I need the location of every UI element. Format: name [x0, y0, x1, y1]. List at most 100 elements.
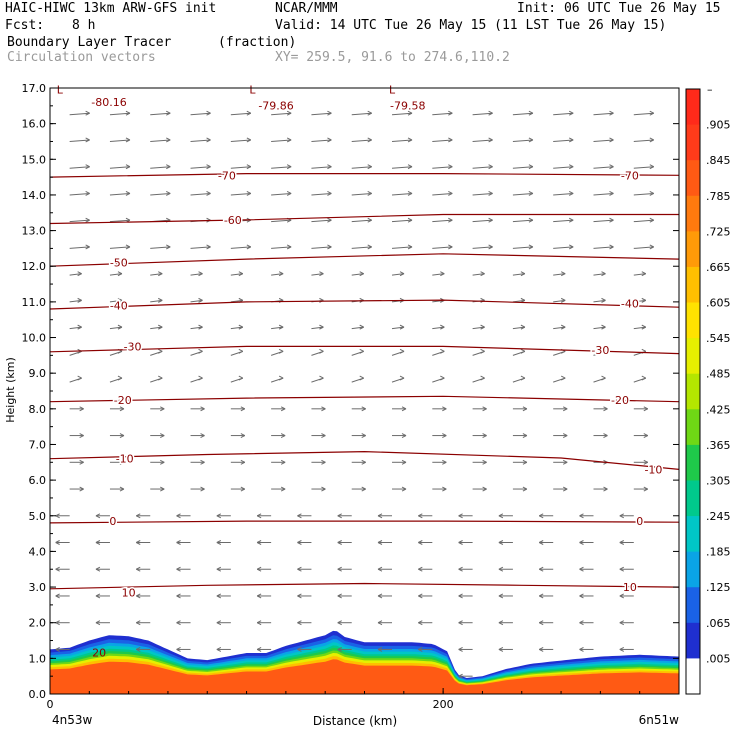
wind-vector-head: [79, 433, 84, 439]
wind-vector-head: [286, 190, 292, 196]
wind-vector-head: [377, 540, 383, 545]
wind-vector-head: [166, 137, 171, 143]
wind-vector: [69, 166, 90, 169]
wind-vector-head: [568, 110, 574, 116]
colorbar-swatch: [686, 658, 700, 695]
temperature-contour-label: -10: [644, 463, 662, 476]
wind-vector: [391, 273, 405, 276]
wind-vector-head: [321, 459, 326, 465]
forecast-hour: 8 h: [72, 18, 96, 33]
wind-vector: [109, 166, 130, 169]
wind-vector: [230, 246, 251, 249]
wind-vector-head: [238, 375, 244, 381]
wind-vector-head: [359, 375, 364, 381]
wind-vector: [432, 139, 453, 142]
wind-vector-head: [256, 593, 262, 599]
wind-vector-head: [297, 540, 302, 545]
wind-vector: [633, 273, 646, 276]
wind-vector-head: [579, 620, 584, 626]
temperature-contour: [49, 253, 680, 267]
wind-vector-head: [407, 110, 413, 116]
low-center-value: -79.86: [258, 99, 293, 112]
colorbar-swatch: [686, 444, 700, 481]
wind-vector-head: [538, 593, 544, 599]
temperature-contour: [49, 450, 680, 470]
wind-vector-head: [407, 217, 413, 223]
wind-vector-head: [603, 433, 608, 439]
wind-vector-head: [160, 459, 165, 465]
wind-vector-head: [198, 297, 203, 303]
y-tick-label: 0.0: [29, 688, 47, 701]
temperature-contour: [49, 173, 680, 178]
x-end-location: 6n51w: [639, 713, 680, 727]
wind-vector: [553, 219, 574, 223]
wind-vector-head: [256, 540, 262, 545]
wind-vector-head: [562, 406, 568, 412]
wind-vector-head: [498, 620, 504, 626]
wind-vector: [553, 273, 566, 276]
wind-vector-head: [649, 244, 655, 250]
wind-vector-head: [579, 566, 584, 572]
temperature-contour: [49, 213, 679, 225]
wind-vector: [472, 166, 493, 169]
wind-vector-head: [448, 137, 453, 143]
wind-vector-head: [377, 593, 383, 599]
wind-vector-head: [367, 137, 372, 143]
wind-vector-head: [480, 375, 485, 381]
wind-vector-head: [442, 459, 447, 465]
wind-vector-head: [528, 217, 534, 223]
colorbar: – .905 .845 .785 .725 .665 .605 .545 .485 .425 .36…: [685, 83, 731, 695]
colorbar-label: .125: [706, 581, 731, 594]
wind-vector-head: [488, 244, 493, 250]
wind-vector-head: [238, 271, 244, 277]
wind-vector: [190, 112, 211, 116]
wind-vector-head: [609, 110, 614, 116]
field-units: (fraction): [218, 35, 297, 50]
wind-vector: [593, 273, 606, 276]
wind-vector-head: [367, 110, 372, 116]
wind-vector: [230, 112, 251, 116]
y-tick-label: 14.0: [22, 189, 47, 202]
wind-vector-head: [560, 324, 566, 330]
wind-vector: [271, 112, 292, 116]
wind-vector-head: [136, 513, 141, 519]
colorbar-swatch: [686, 302, 700, 339]
wind-vector-head: [579, 513, 584, 519]
wind-vector-layer: [55, 110, 655, 679]
wind-vector-head: [522, 406, 528, 412]
x-start-location: 4n53w: [52, 713, 93, 727]
wind-vector-head: [176, 566, 181, 572]
wind-vector: [391, 112, 413, 116]
wind-vector: [472, 112, 493, 116]
wind-vector-head: [488, 137, 493, 143]
wind-vector-head: [418, 540, 423, 545]
wind-vector-head: [367, 244, 372, 250]
colorbar-label: .725: [706, 225, 731, 238]
wind-vector-head: [377, 646, 383, 652]
wind-vector-head: [216, 620, 222, 626]
wind-vector: [432, 326, 445, 330]
wind-vector: [391, 219, 413, 223]
wind-vector: [553, 299, 566, 303]
wind-vector-head: [643, 433, 649, 439]
colorbar-swatch: [686, 622, 700, 659]
wind-vector-head: [528, 110, 534, 116]
wind-vector-head: [482, 486, 487, 492]
wind-vector: [633, 112, 654, 116]
wind-vector-head: [176, 540, 181, 545]
wind-vector: [69, 112, 90, 116]
wind-vector: [391, 246, 413, 249]
colorbar-label: .365: [706, 439, 731, 452]
temperature-contour: [49, 582, 680, 590]
wind-vector-head: [480, 348, 485, 354]
field-name: Boundary Layer Tracer: [7, 35, 172, 50]
wind-vector: [351, 192, 372, 196]
wind-vector: [472, 219, 493, 223]
wind-vector-head: [488, 110, 493, 116]
wind-vector-head: [520, 348, 526, 354]
wind-vector-head: [319, 348, 324, 354]
wind-vector: [69, 192, 90, 196]
colorbar-swatch: [686, 551, 700, 588]
wind-vector: [593, 299, 606, 303]
wind-vector-head: [286, 244, 292, 250]
